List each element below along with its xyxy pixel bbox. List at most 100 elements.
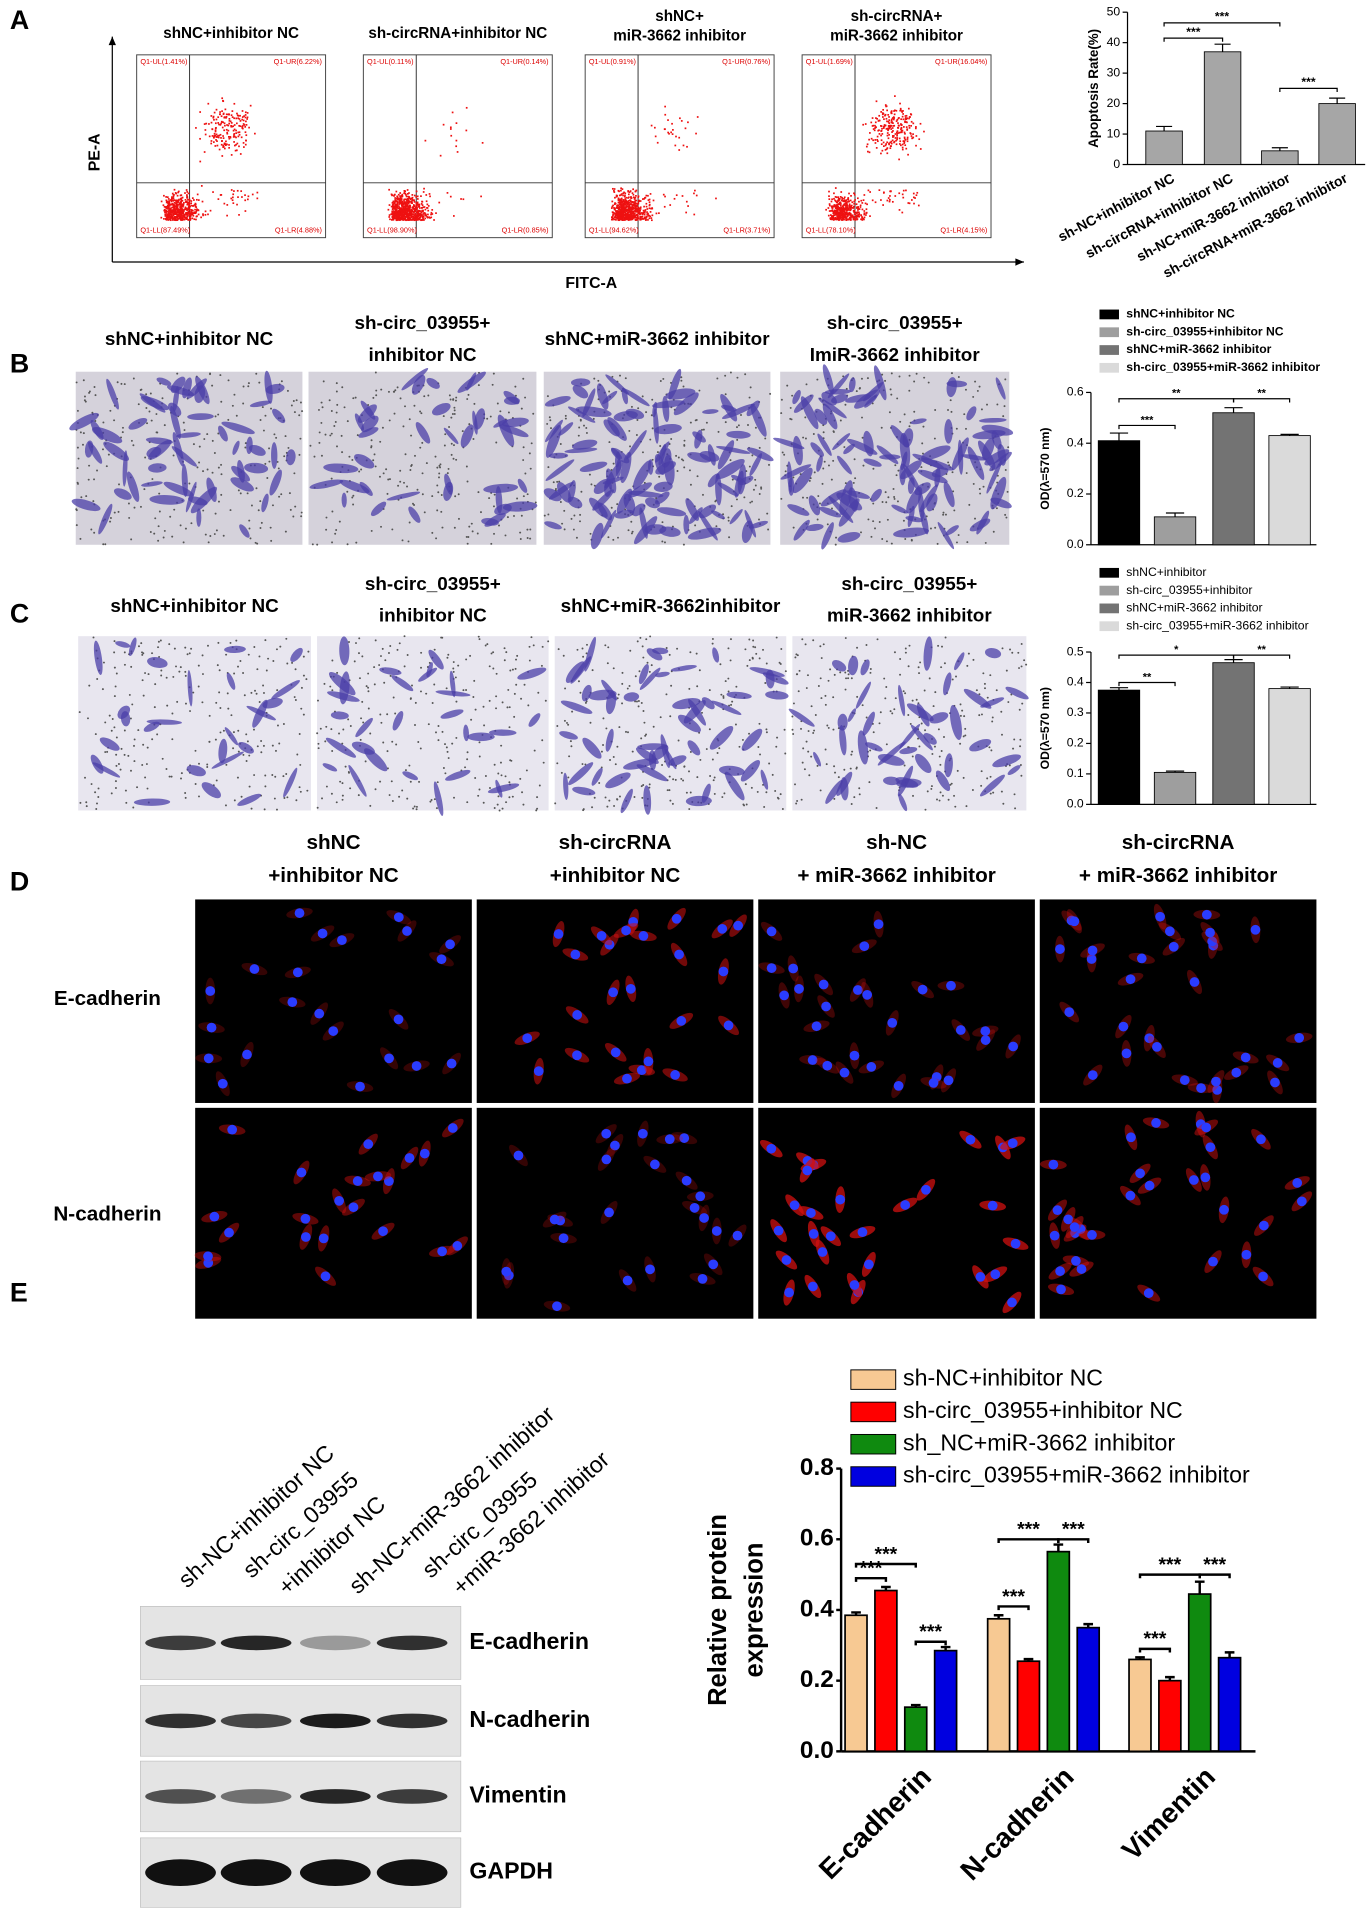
pore — [331, 750, 334, 752]
pore — [136, 786, 139, 789]
event-dot — [633, 214, 636, 216]
pore — [628, 429, 631, 432]
pore — [682, 459, 685, 462]
pore — [536, 796, 539, 799]
pore — [227, 418, 230, 421]
event-dot — [886, 109, 888, 112]
pore — [151, 652, 154, 655]
cell — [653, 408, 659, 444]
event-dot — [449, 128, 452, 130]
event-dot — [406, 201, 409, 204]
pore — [175, 665, 177, 668]
event-dot — [904, 120, 906, 123]
pore — [625, 730, 627, 733]
cell — [269, 469, 282, 496]
pore — [889, 388, 892, 391]
event-dot — [400, 194, 403, 197]
event-dot — [636, 215, 639, 218]
pore — [244, 442, 247, 445]
event-dot — [648, 201, 651, 204]
cell — [392, 710, 404, 731]
event-dot — [891, 117, 894, 119]
pore — [474, 776, 477, 779]
event-dot — [190, 210, 192, 213]
event-dot — [408, 208, 411, 211]
event-dot — [874, 124, 876, 127]
cell — [187, 670, 193, 707]
event-dot — [430, 216, 433, 219]
pore — [802, 496, 804, 499]
event-dot — [849, 215, 852, 217]
pore — [248, 527, 251, 530]
panel-label: D — [10, 867, 29, 897]
pore — [330, 792, 333, 795]
pore — [957, 534, 960, 537]
event-dot — [905, 126, 908, 128]
pore — [380, 388, 383, 391]
pore — [719, 663, 722, 666]
pore — [469, 654, 472, 657]
event-dot — [874, 127, 876, 129]
event-dot — [172, 199, 175, 202]
pore — [423, 395, 426, 398]
event-dot — [171, 215, 174, 218]
event-dot — [621, 216, 624, 219]
pore — [273, 797, 276, 800]
pore — [477, 794, 480, 797]
scatter-cloud — [825, 95, 925, 222]
event-dot — [621, 217, 623, 220]
pore — [253, 645, 256, 648]
pore — [675, 454, 678, 457]
pore — [744, 648, 747, 651]
pore — [541, 645, 544, 648]
pore — [639, 636, 642, 639]
pore — [605, 727, 608, 730]
cell — [354, 454, 375, 469]
event-dot — [840, 207, 843, 210]
pore — [694, 419, 697, 422]
pore — [658, 475, 661, 478]
pore — [496, 402, 499, 405]
pore — [830, 478, 833, 481]
pore — [409, 697, 412, 700]
pore — [124, 789, 127, 792]
event-dot — [847, 212, 850, 215]
pore — [612, 462, 615, 465]
event-dot — [897, 122, 899, 124]
event-dot — [894, 95, 896, 97]
pore — [335, 801, 338, 804]
event-dot — [172, 205, 175, 207]
pore — [727, 677, 730, 680]
pore — [688, 808, 691, 811]
cell — [88, 441, 103, 464]
pore — [765, 662, 768, 665]
event-dot — [632, 201, 635, 204]
event-dot — [426, 203, 429, 206]
pore — [197, 685, 200, 688]
event-dot — [387, 208, 390, 211]
cell — [271, 680, 301, 700]
event-dot — [839, 203, 841, 205]
event-dot — [863, 194, 866, 196]
pore — [137, 729, 140, 732]
event-dot — [188, 199, 191, 202]
pore — [992, 530, 995, 533]
event-dot — [874, 139, 877, 141]
event-dot — [871, 199, 874, 202]
pore — [316, 806, 319, 809]
event-dot — [399, 209, 402, 212]
event-dot — [834, 196, 837, 198]
event-dot — [848, 200, 850, 203]
pore — [317, 742, 320, 745]
cell — [499, 424, 529, 438]
pore — [616, 798, 619, 801]
event-dot — [211, 135, 214, 137]
pore — [527, 704, 530, 707]
pore — [104, 751, 107, 754]
event-dot — [889, 126, 892, 128]
event-dot — [832, 212, 835, 215]
event-dot — [832, 215, 835, 218]
event-dot — [182, 218, 185, 220]
pore — [348, 641, 350, 643]
pore — [756, 790, 759, 793]
